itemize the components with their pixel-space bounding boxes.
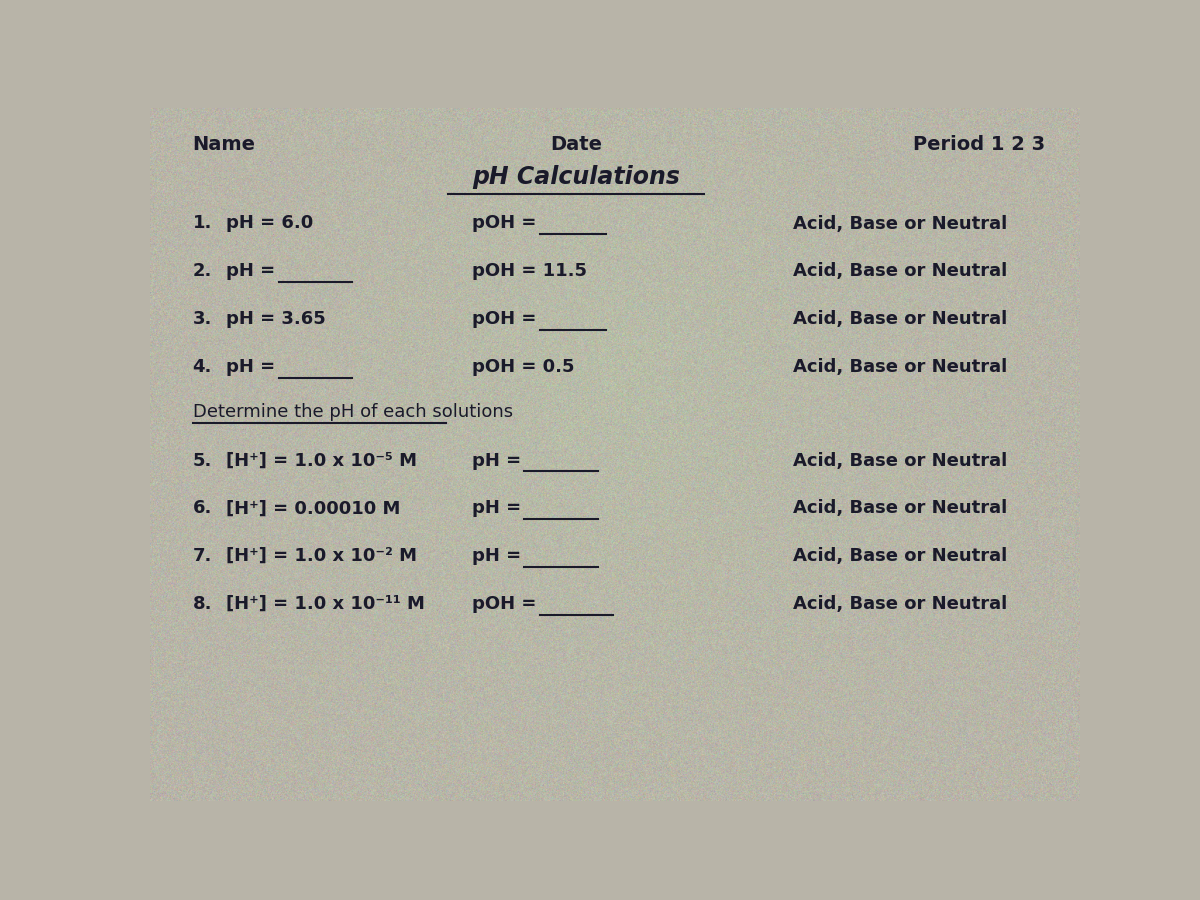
Text: Acid, Base or Neutral: Acid, Base or Neutral <box>793 500 1008 518</box>
Text: Acid, Base or Neutral: Acid, Base or Neutral <box>793 310 1008 328</box>
Text: pOH =: pOH = <box>472 595 536 613</box>
Text: 4.: 4. <box>193 357 212 375</box>
Text: [H⁺] = 1.0 x 10⁻² M: [H⁺] = 1.0 x 10⁻² M <box>226 547 416 565</box>
Text: pH =: pH = <box>472 452 521 470</box>
Text: [H⁺] = 0.00010 M: [H⁺] = 0.00010 M <box>226 500 401 518</box>
Text: Acid, Base or Neutral: Acid, Base or Neutral <box>793 357 1008 375</box>
Text: Acid, Base or Neutral: Acid, Base or Neutral <box>793 214 1008 232</box>
Text: pOH = 11.5: pOH = 11.5 <box>472 262 587 280</box>
Text: Acid, Base or Neutral: Acid, Base or Neutral <box>793 547 1008 565</box>
Text: pOH = 0.5: pOH = 0.5 <box>472 357 574 375</box>
Text: pH =: pH = <box>472 547 521 565</box>
Text: pH Calculations: pH Calculations <box>473 166 680 189</box>
Text: pH = 6.0: pH = 6.0 <box>226 214 313 232</box>
Text: 5.: 5. <box>193 452 212 470</box>
Text: Name: Name <box>193 136 256 155</box>
Text: pH =: pH = <box>226 357 275 375</box>
Text: pH =: pH = <box>472 500 521 518</box>
Text: Period 1 2 3: Period 1 2 3 <box>913 136 1045 155</box>
Text: 3.: 3. <box>193 310 212 328</box>
Text: Acid, Base or Neutral: Acid, Base or Neutral <box>793 452 1008 470</box>
Text: Acid, Base or Neutral: Acid, Base or Neutral <box>793 595 1008 613</box>
Text: [H⁺] = 1.0 x 10⁻⁵ M: [H⁺] = 1.0 x 10⁻⁵ M <box>226 452 416 470</box>
Text: Date: Date <box>551 136 602 155</box>
Text: 2.: 2. <box>193 262 212 280</box>
Text: 6.: 6. <box>193 500 212 518</box>
Text: Acid, Base or Neutral: Acid, Base or Neutral <box>793 262 1008 280</box>
Text: 7.: 7. <box>193 547 212 565</box>
Text: pOH =: pOH = <box>472 310 536 328</box>
Text: 1.: 1. <box>193 214 212 232</box>
Text: Determine the pH of each solutions: Determine the pH of each solutions <box>193 403 512 421</box>
Text: pH =: pH = <box>226 262 275 280</box>
Text: [H⁺] = 1.0 x 10⁻¹¹ M: [H⁺] = 1.0 x 10⁻¹¹ M <box>226 595 425 613</box>
Text: pOH =: pOH = <box>472 214 536 232</box>
Text: 8.: 8. <box>193 595 212 613</box>
Text: pH = 3.65: pH = 3.65 <box>226 310 325 328</box>
